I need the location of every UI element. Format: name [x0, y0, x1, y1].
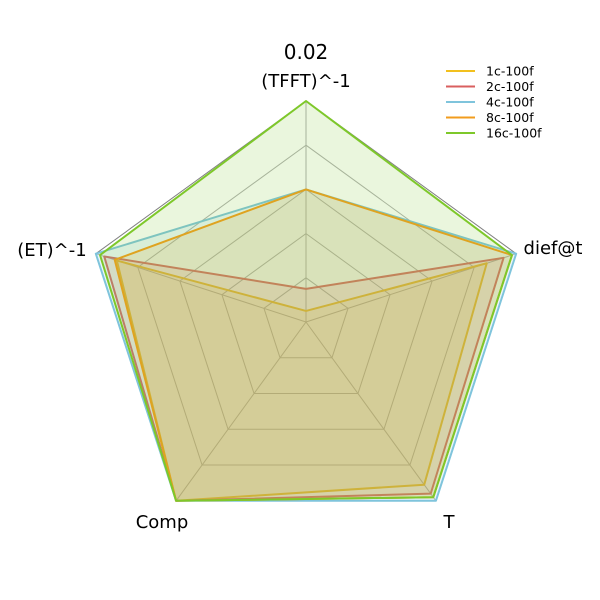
legend-label-16c-100f: 16c-100f: [486, 126, 542, 141]
series-2c-100f: [103, 255, 505, 502]
legend-label-2c-100f: 2c-100f: [486, 79, 534, 94]
grid-spoke-3: [175, 321, 307, 502]
grid-ring-4: [137, 144, 475, 466]
axis-label-4: (ET)^-1: [17, 240, 86, 261]
series-16c-100f: [99, 100, 513, 502]
grid-ring-1: [263, 277, 349, 359]
legend-label-8c-100f: 8c-100f: [486, 110, 534, 125]
series-1c-100f: [115, 259, 488, 502]
axis-label-2: T: [443, 512, 456, 533]
legend-label-4c-100f: 4c-100f: [486, 95, 534, 110]
axis-label-1: dief@t: [524, 238, 583, 259]
radar-grid: [95, 100, 517, 502]
chart-title: 0.02: [284, 40, 329, 64]
axis-labels: (TFFT)^-1 dief@t T Comp (ET)^-1: [17, 71, 582, 533]
legend-label-1c-100f: 1c-100f: [486, 64, 534, 79]
axis-label-3: Comp: [136, 512, 189, 533]
grid-spoke-2: [305, 321, 437, 502]
grid-ring-3: [179, 188, 433, 430]
series-4c-100f: [94, 188, 518, 502]
radar-series: [94, 100, 518, 502]
axis-label-0: (TFFT)^-1: [261, 71, 350, 92]
grid-ring-2: [221, 232, 391, 395]
